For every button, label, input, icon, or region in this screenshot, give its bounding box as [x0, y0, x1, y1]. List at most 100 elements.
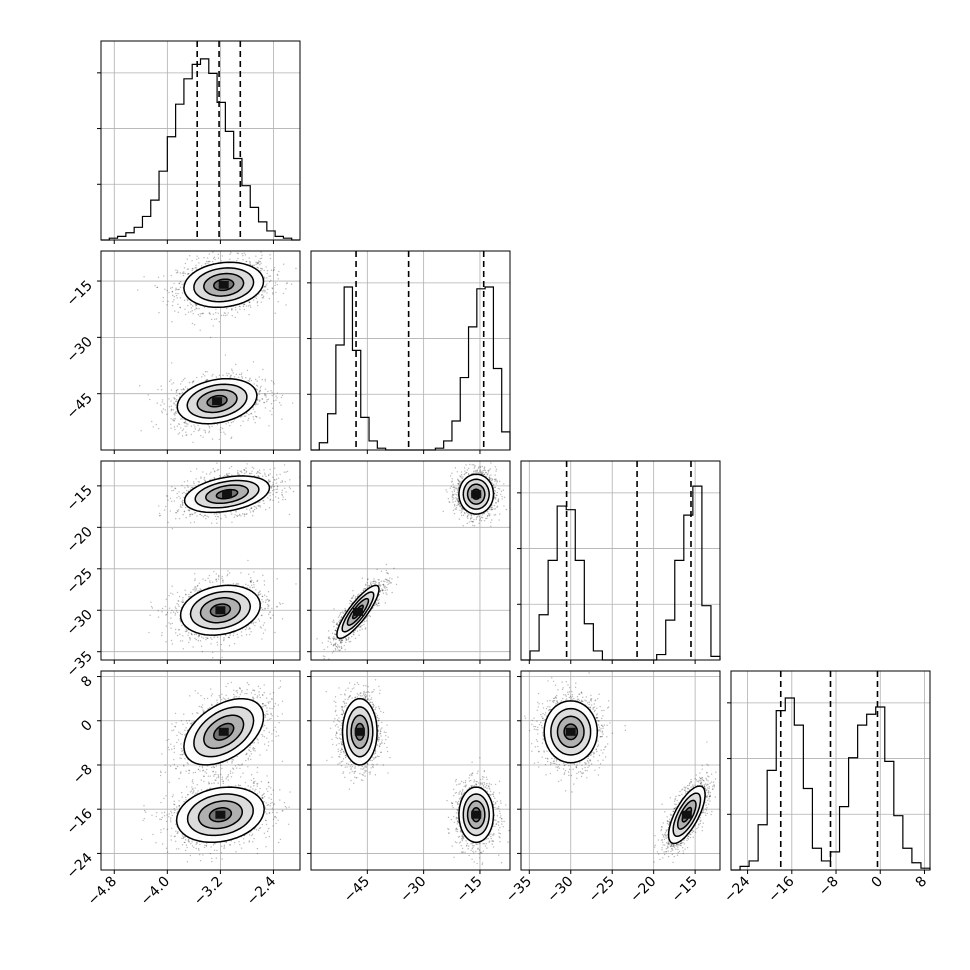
sample-point	[250, 412, 253, 415]
sample-point	[227, 474, 229, 476]
sample-point	[257, 399, 259, 401]
sample-point	[267, 288, 269, 291]
sample-point	[281, 481, 284, 483]
sample-point	[263, 286, 266, 288]
sample-point	[178, 491, 180, 493]
sample-point	[231, 370, 233, 372]
sample-point	[230, 375, 232, 377]
sample-point	[195, 304, 198, 307]
sample-point	[215, 578, 217, 581]
sample-point	[171, 383, 173, 385]
sample-point	[186, 484, 189, 487]
sample-point	[192, 312, 194, 315]
sample-point	[221, 427, 224, 430]
sample-point	[213, 513, 216, 515]
sample-point	[205, 379, 208, 382]
sample-point	[208, 425, 211, 428]
sample-point	[231, 315, 233, 317]
sample-point	[178, 423, 181, 425]
sample-point	[213, 477, 215, 479]
sample-point	[199, 513, 201, 516]
sample-point	[215, 573, 217, 575]
sample-point	[266, 292, 268, 294]
sample-point	[170, 379, 172, 381]
sample-point	[194, 511, 197, 514]
sample-point	[178, 605, 180, 608]
sample-point	[262, 295, 265, 298]
sample-point	[186, 273, 189, 275]
sample-point	[255, 403, 257, 406]
sample-point	[177, 288, 179, 291]
sample-point	[212, 325, 214, 327]
sample-point	[233, 516, 235, 518]
sample-point	[211, 581, 214, 583]
sample-point	[187, 273, 190, 275]
sample-point	[276, 488, 279, 490]
sample-point	[185, 434, 187, 436]
sample-point	[176, 297, 178, 299]
sample-point	[181, 504, 184, 506]
sample-point	[176, 398, 178, 401]
sample-point	[270, 269, 273, 271]
sample-point	[249, 261, 251, 264]
sample-point	[213, 243, 214, 244]
sample-point	[230, 436, 233, 438]
sample-point	[183, 510, 185, 512]
sample-point	[277, 501, 280, 503]
sample-point	[275, 395, 277, 397]
sample-point	[181, 502, 184, 504]
sample-point	[237, 636, 239, 638]
sample-point	[195, 303, 197, 306]
sample-point	[179, 297, 182, 299]
sample-point	[178, 595, 181, 598]
sample-point	[233, 632, 235, 634]
sample-point	[197, 640, 200, 642]
sample-point	[235, 583, 237, 586]
sample-point	[143, 276, 145, 278]
sample-point	[252, 510, 254, 512]
sample-point	[175, 389, 178, 392]
sample-point	[170, 418, 172, 420]
sample-point	[164, 605, 167, 608]
sample-point	[220, 517, 222, 520]
sample-point	[174, 310, 176, 312]
sample-point	[250, 581, 252, 583]
sample-point	[168, 406, 171, 408]
sample-point	[173, 299, 175, 301]
sample-point	[285, 491, 287, 493]
sample-point	[273, 489, 275, 491]
sample-point	[188, 509, 191, 512]
sample-point	[265, 601, 267, 603]
sample-point	[263, 502, 265, 505]
sample-point	[192, 381, 194, 383]
sample-point	[275, 482, 278, 484]
sample-point	[186, 298, 188, 300]
sample-point	[177, 509, 180, 511]
sample-point	[198, 481, 201, 483]
sample-point	[259, 504, 261, 507]
sample-point	[249, 377, 251, 379]
sample-point	[179, 281, 182, 283]
sample-point	[252, 264, 254, 267]
sample-point	[190, 311, 192, 313]
sample-point	[224, 312, 227, 314]
sample-point	[254, 404, 256, 406]
sample-point	[253, 474, 256, 477]
sample-point	[254, 415, 257, 418]
sample-point	[282, 498, 284, 501]
sample-point	[194, 573, 196, 575]
sample-point	[201, 514, 203, 517]
sample-point	[199, 315, 201, 318]
sample-point	[170, 612, 172, 614]
sample-point	[182, 388, 184, 391]
sample-point	[174, 487, 177, 490]
sample-point	[224, 314, 226, 317]
sample-point	[220, 427, 222, 429]
sample-point	[269, 617, 272, 619]
sample-point	[248, 380, 251, 382]
sample-point	[194, 428, 197, 430]
sample-point	[204, 479, 206, 482]
sample-point	[223, 431, 225, 433]
sample-point	[202, 373, 204, 376]
sample-point	[274, 282, 277, 284]
